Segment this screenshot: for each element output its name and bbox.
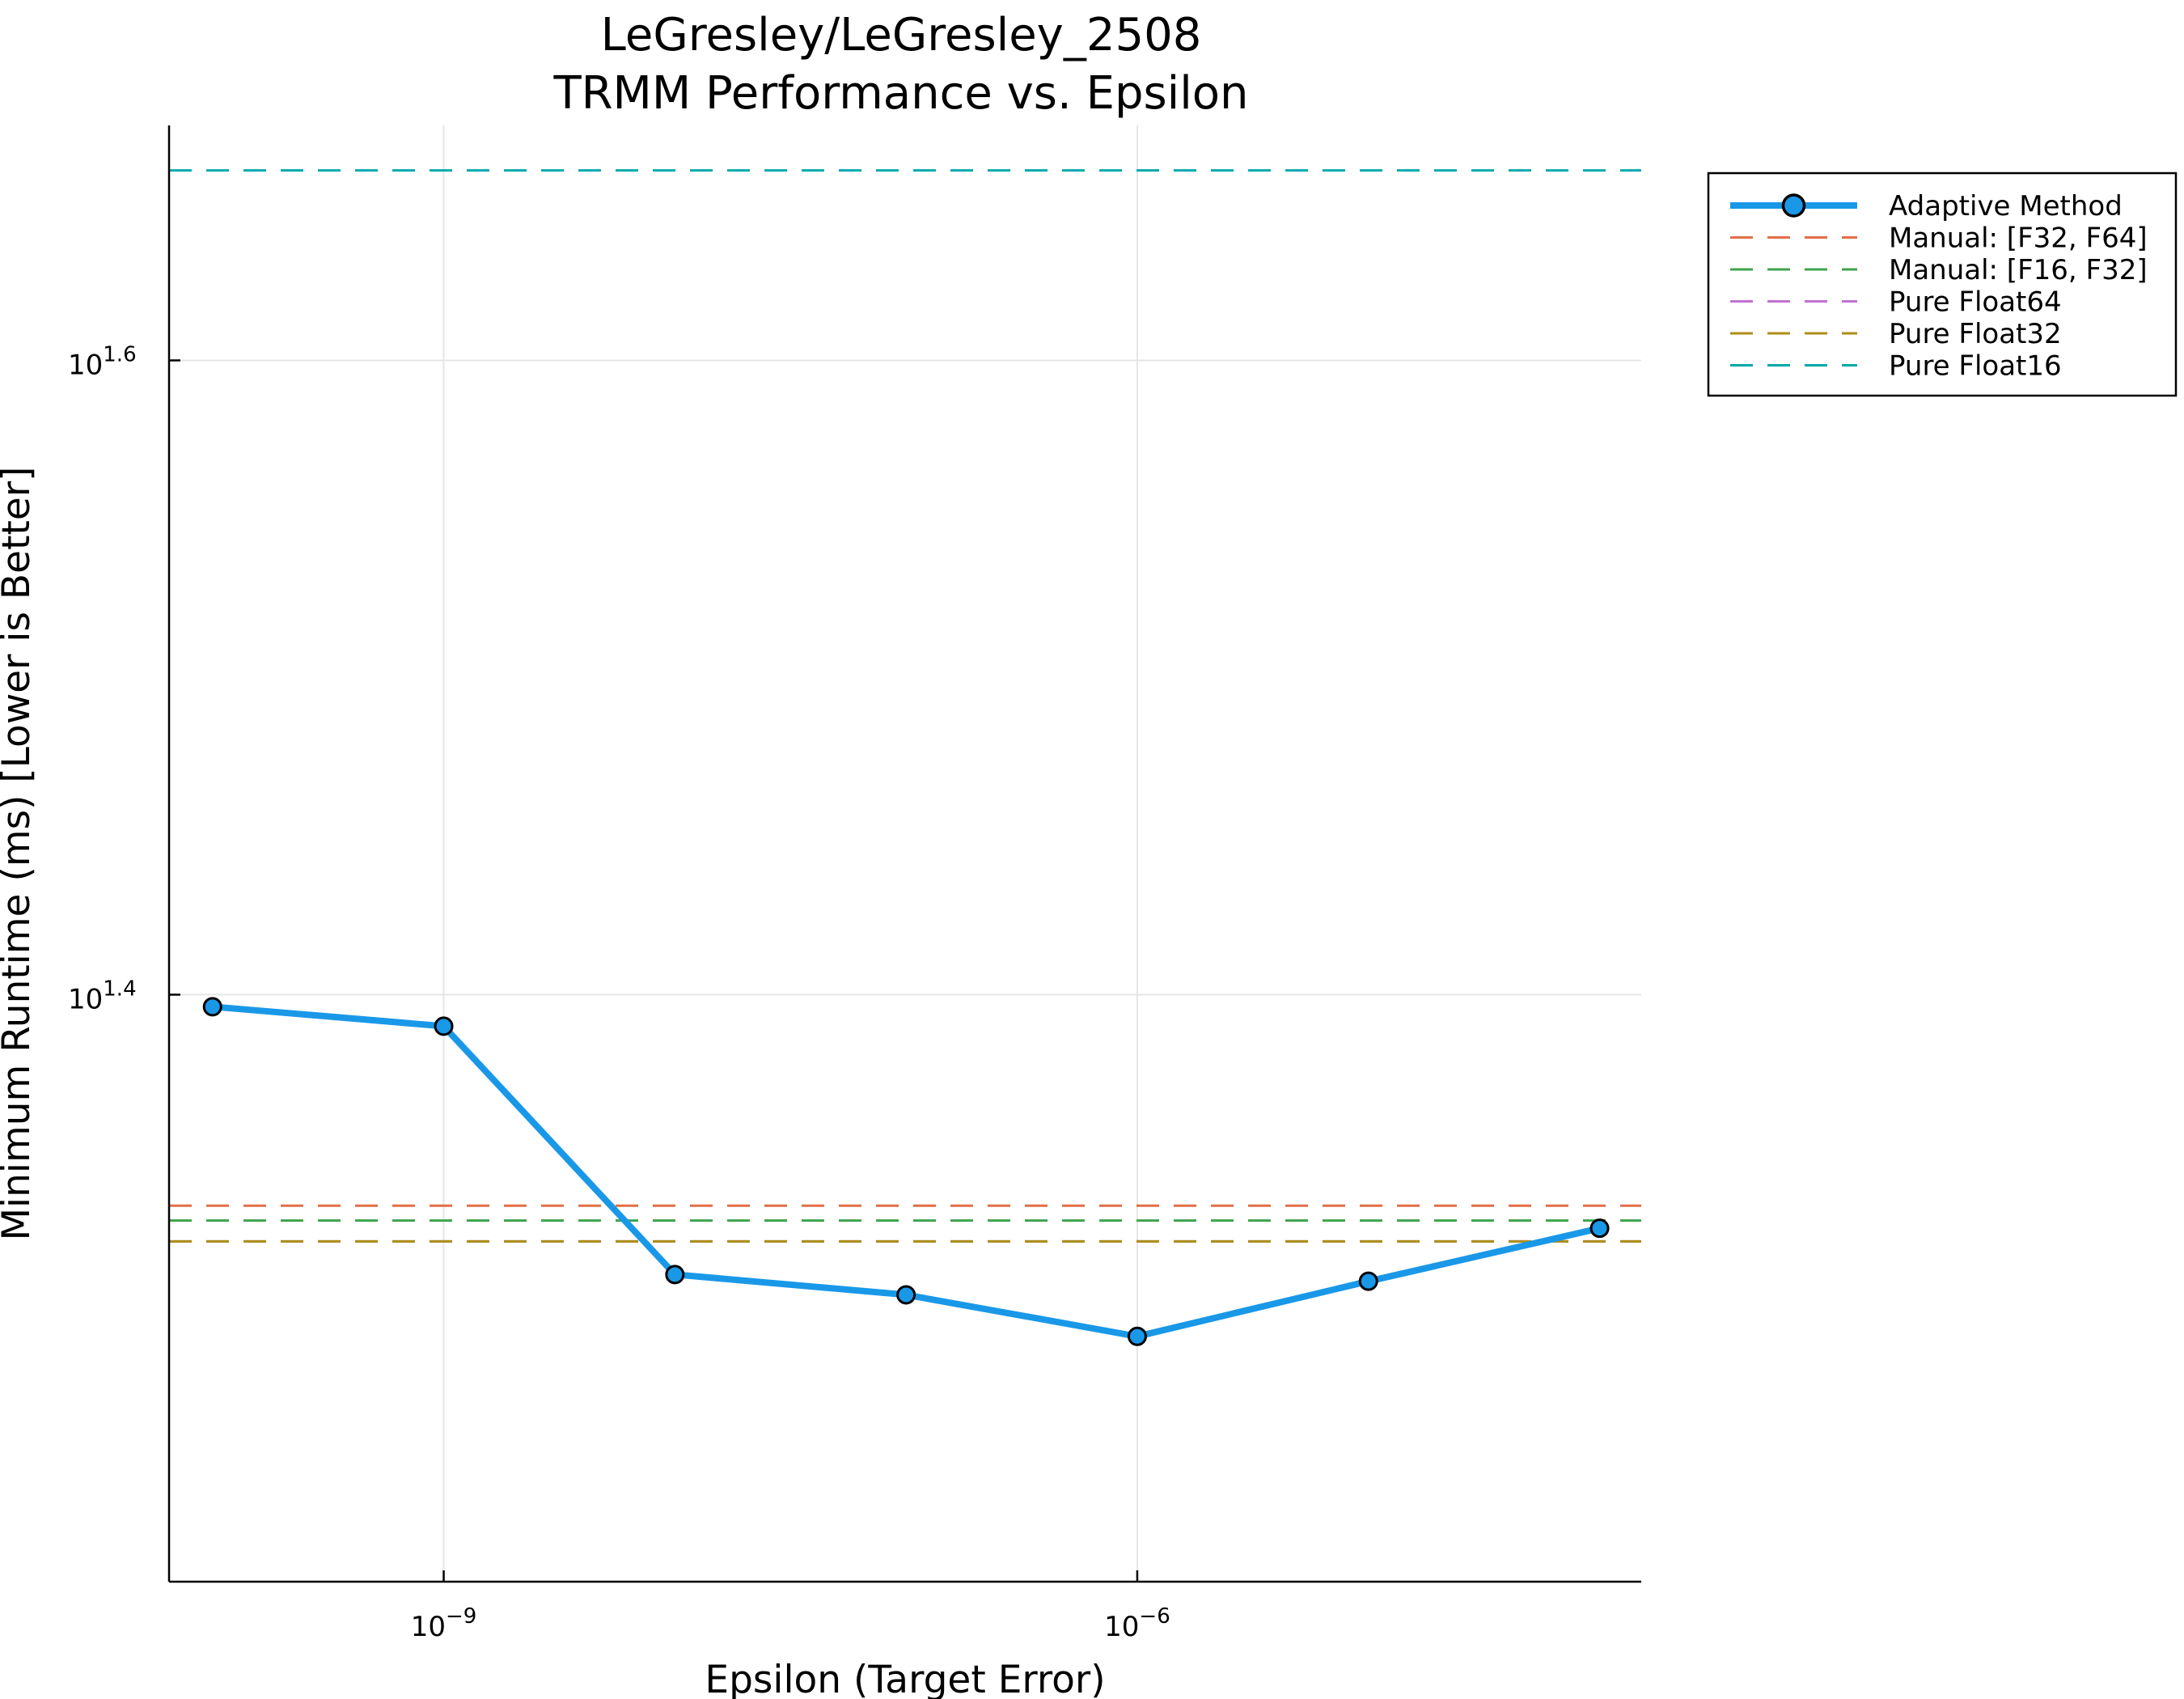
adaptive-method-point	[1358, 1271, 1378, 1291]
x-axis-label: Epsilon (Target Error)	[705, 1658, 1105, 1699]
adaptive-method-point	[1127, 1326, 1147, 1346]
chart-title: LeGresley/LeGresley_2508	[601, 9, 1202, 61]
y-tick-label: 101.4	[68, 977, 137, 1015]
legend-label: Pure Float16	[1889, 350, 2062, 383]
adaptive-method-point	[665, 1265, 685, 1285]
adaptive-method-point	[202, 997, 222, 1017]
y-tick-label: 101.6	[68, 342, 137, 381]
x-tick-label: 10−9	[411, 1604, 477, 1643]
legend-label: Manual: [F16, F32]	[1889, 254, 2148, 286]
legend-label: Manual: [F32, F64]	[1889, 222, 2148, 255]
x-tick-label: 10−6	[1104, 1604, 1170, 1643]
grid	[169, 125, 1641, 1582]
legend-swatch-marker	[1781, 193, 1806, 218]
series-group	[169, 169, 1641, 1346]
adaptive-method-point	[434, 1016, 454, 1036]
legend-label: Pure Float64	[1889, 286, 2062, 319]
adaptive-method-point	[1589, 1218, 1610, 1239]
y-axis-label: Minimum Runtime (ms) [Lower is Better]	[0, 466, 39, 1240]
adaptive-method-point	[896, 1285, 916, 1305]
legend-label: Adaptive Method	[1889, 190, 2123, 222]
legend-label: Pure Float32	[1889, 318, 2062, 350]
tick-group: 10−9 10−6 101.4 101.6	[68, 342, 1170, 1643]
chart-subtitle: TRMM Performance vs. Epsilon	[552, 67, 1248, 120]
